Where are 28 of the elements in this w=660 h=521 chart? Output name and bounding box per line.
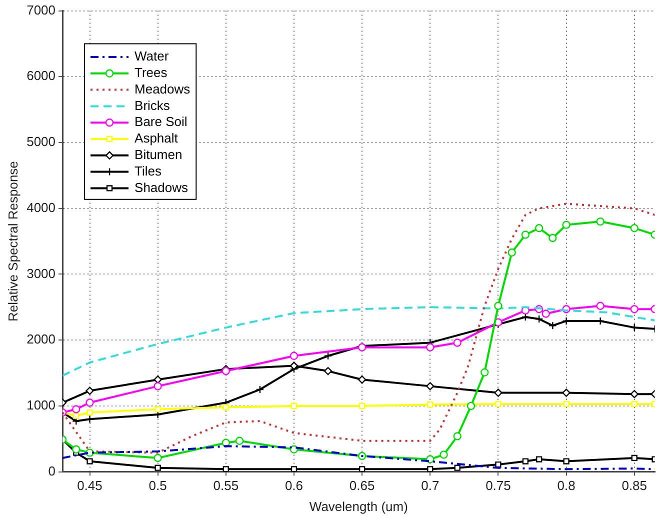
legend-label: Bricks	[134, 98, 170, 113]
y-tick-label: 5000	[26, 134, 56, 150]
legend-label: Tiles	[134, 163, 162, 178]
y-tick-label: 7000	[26, 2, 56, 18]
legend-label: Shadows	[134, 180, 188, 195]
legend-label: Trees	[134, 64, 168, 80]
legend-label: Bare Soil	[134, 114, 188, 130]
y-tick-label: 1000	[26, 398, 56, 413]
y-tick-label: 2000	[26, 332, 56, 347]
legend-label: Bitumen	[134, 146, 182, 162]
x-tick-label: 0.65	[349, 478, 375, 494]
legend-label: Asphalt	[134, 130, 178, 146]
x-tick-label: 0.55	[213, 478, 239, 494]
y-tick-label: 0	[48, 463, 56, 478]
legend-label: Meadows	[134, 81, 191, 96]
x-tick-label: 0.5	[148, 478, 167, 494]
x-tick-label: 0.8	[557, 478, 576, 494]
y-tick-label: 6000	[26, 68, 56, 84]
x-tick-label: 0.45	[77, 478, 102, 494]
y-tick-label: 4000	[26, 200, 56, 215]
x-tick-label: 0.75	[486, 478, 511, 494]
x-tick-label: 0.85	[622, 478, 648, 494]
x-tick-label: 0.6	[284, 478, 304, 494]
y-axis-title: Relative Spectral Response	[5, 161, 20, 322]
y-tick-label: 3000	[26, 266, 56, 281]
x-tick-label: 0.7	[421, 478, 440, 494]
legend-label: Water	[134, 48, 170, 64]
x-axis-title: Wavelength (um)	[309, 498, 408, 514]
